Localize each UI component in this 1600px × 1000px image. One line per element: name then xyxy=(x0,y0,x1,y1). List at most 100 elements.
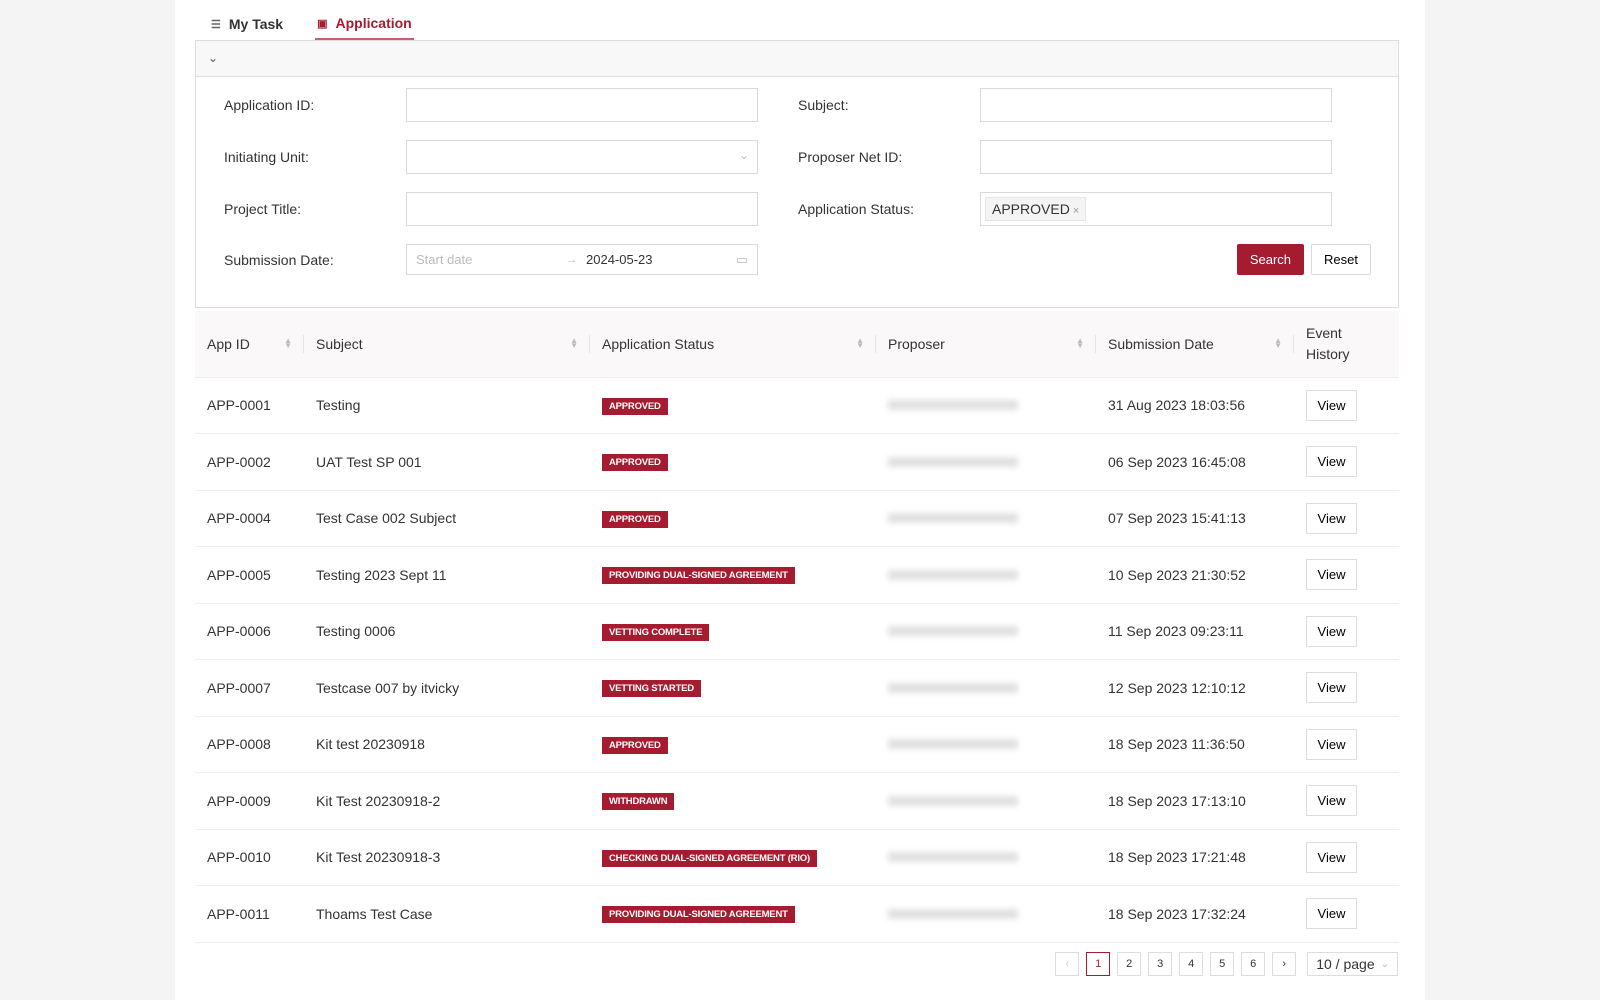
tab-my-task[interactable]: ☰ My Task xyxy=(209,8,285,40)
sort-icon[interactable]: ▲ ▼ xyxy=(1076,336,1084,350)
sort-icon[interactable]: ▲ ▼ xyxy=(856,336,864,350)
event-history-cell: View xyxy=(1294,716,1399,773)
view-button[interactable]: View xyxy=(1306,502,1357,534)
search-panel: ⌄ Application ID: Subject: Initiating Un… xyxy=(195,40,1399,308)
status-badge: APPROVED xyxy=(602,397,668,415)
proposer-redacted xyxy=(888,456,1018,467)
start-date-input[interactable]: Start date xyxy=(416,252,473,267)
label: Subject xyxy=(798,97,845,113)
subject: Testing 2023 Sept 11 xyxy=(304,546,590,604)
submission-date: 18 Sep 2023 17:21:48 xyxy=(1096,829,1294,886)
table-row: APP-0002 UAT Test SP 001 APPROVED 06 Sep… xyxy=(195,433,1399,491)
col-submission-date[interactable]: Submission Date ▲ ▼ xyxy=(1096,311,1294,378)
proposer-redacted xyxy=(888,569,1018,580)
header-label: Submission Date xyxy=(1108,335,1214,352)
col-proposer[interactable]: Proposer ▲ ▼ xyxy=(876,311,1096,378)
proposer-cell xyxy=(876,716,1096,773)
filter-submission-date: Submission Date: Start date → 2024-05-23… xyxy=(196,244,758,275)
page-1-button[interactable]: 1 xyxy=(1086,952,1111,976)
view-button[interactable]: View xyxy=(1306,841,1357,873)
filter-application-id: Application ID: xyxy=(196,88,758,122)
view-button[interactable]: View xyxy=(1306,446,1357,478)
view-button[interactable]: View xyxy=(1306,615,1357,647)
tag-label: APPROVED xyxy=(992,201,1070,217)
sort-icon[interactable]: ▲ ▼ xyxy=(284,336,292,350)
proposer-net-id-input[interactable] xyxy=(980,140,1332,174)
tab-label: My Task xyxy=(228,16,284,32)
header-label: Proposer xyxy=(888,335,945,352)
col-status[interactable]: Application Status ▲ ▼ xyxy=(590,311,876,378)
initiating-unit-select[interactable]: ⌄ xyxy=(406,140,758,174)
page-4-button[interactable]: 4 xyxy=(1179,952,1204,976)
label: Project Title xyxy=(224,201,298,217)
tab-application[interactable]: ▣ Application xyxy=(315,8,414,40)
status-badge: VETTING COMPLETE xyxy=(602,623,710,641)
view-button[interactable]: View xyxy=(1306,559,1357,591)
search-button[interactable]: Search xyxy=(1236,244,1305,275)
chevron-down-icon: ⌄ xyxy=(1380,958,1389,970)
view-button[interactable]: View xyxy=(1306,785,1357,817)
submission-date: 31 Aug 2023 18:03:56 xyxy=(1096,377,1294,434)
submission-date: 06 Sep 2023 16:45:08 xyxy=(1096,433,1294,491)
page-size-select[interactable]: 10 / page ⌄ xyxy=(1307,952,1398,976)
app-id: APP-0005 xyxy=(195,546,304,604)
col-subject[interactable]: Subject ▲ ▼ xyxy=(304,311,590,378)
event-history-cell: View xyxy=(1294,885,1399,943)
next-page-button[interactable]: › xyxy=(1272,952,1297,976)
application-id-input[interactable] xyxy=(406,88,758,122)
event-history-cell: View xyxy=(1294,659,1399,717)
date-range-picker[interactable]: Start date → 2024-05-23 ▭ xyxy=(406,244,758,275)
proposer-redacted xyxy=(888,400,1018,411)
header-label: Subject xyxy=(316,335,363,352)
table-row: APP-0010 Kit Test 20230918-3 CHECKING DU… xyxy=(195,829,1399,886)
view-button[interactable]: View xyxy=(1306,898,1357,930)
app-id: APP-0007 xyxy=(195,659,304,717)
col-event-history: Event History xyxy=(1294,311,1399,378)
status-cell: APPROVED xyxy=(590,716,876,773)
status-badge: CHECKING DUAL-SIGNED AGREEMENT (RIO) xyxy=(602,849,817,867)
view-button[interactable]: View xyxy=(1306,389,1357,421)
reset-button[interactable]: Reset xyxy=(1311,244,1371,275)
label: Initiating Unit xyxy=(224,149,305,165)
page-3-button[interactable]: 3 xyxy=(1148,952,1173,976)
subject: Kit test 20230918 xyxy=(304,716,590,773)
event-history-cell: View xyxy=(1294,829,1399,886)
proposer-redacted xyxy=(888,908,1018,919)
col-app-id[interactable]: App ID ▲ ▼ xyxy=(195,311,304,378)
end-date-input[interactable]: 2024-05-23 xyxy=(586,252,653,267)
proposer-cell xyxy=(876,829,1096,886)
project-title-input[interactable] xyxy=(406,192,758,226)
table-row: APP-0004 Test Case 002 Subject APPROVED … xyxy=(195,490,1399,547)
view-button[interactable]: View xyxy=(1306,728,1357,760)
subject: Kit Test 20230918-2 xyxy=(304,772,590,830)
subject: Kit Test 20230918-3 xyxy=(304,829,590,886)
close-icon[interactable]: × xyxy=(1072,205,1080,217)
collapse-toggle[interactable]: ⌄ xyxy=(196,41,1398,77)
subject: Testing 0006 xyxy=(304,603,590,660)
status-badge: APPROVED xyxy=(602,510,668,528)
view-button[interactable]: View xyxy=(1306,672,1357,704)
sort-icon[interactable]: ▲ ▼ xyxy=(1274,336,1282,350)
sort-icon[interactable]: ▲ ▼ xyxy=(570,336,578,350)
table-row: APP-0009 Kit Test 20230918-2 WITHDRAWN 1… xyxy=(195,772,1399,830)
page-6-button[interactable]: 6 xyxy=(1241,952,1266,976)
filter-project-title: Project Title: xyxy=(196,192,758,226)
header-label: Application Status xyxy=(602,335,715,352)
app-id: APP-0011 xyxy=(195,885,304,943)
submission-date: 11 Sep 2023 09:23:11 xyxy=(1096,603,1294,660)
submission-date: 10 Sep 2023 21:30:52 xyxy=(1096,546,1294,604)
subject-input[interactable] xyxy=(980,88,1332,122)
proposer-redacted xyxy=(888,626,1018,637)
page-5-button[interactable]: 5 xyxy=(1210,952,1235,976)
header-label: Event History xyxy=(1306,324,1350,362)
calendar-icon: ▭ xyxy=(736,251,749,267)
page-size-label: 10 / page xyxy=(1316,956,1375,972)
proposer-cell xyxy=(876,772,1096,830)
label: Proposer Net ID xyxy=(798,149,899,165)
app-id: APP-0002 xyxy=(195,433,304,491)
submission-date: 18 Sep 2023 17:13:10 xyxy=(1096,772,1294,830)
prev-page-button[interactable]: ‹ xyxy=(1055,952,1080,976)
page-2-button[interactable]: 2 xyxy=(1117,952,1142,976)
application-status-select[interactable]: APPROVED × xyxy=(980,192,1332,226)
